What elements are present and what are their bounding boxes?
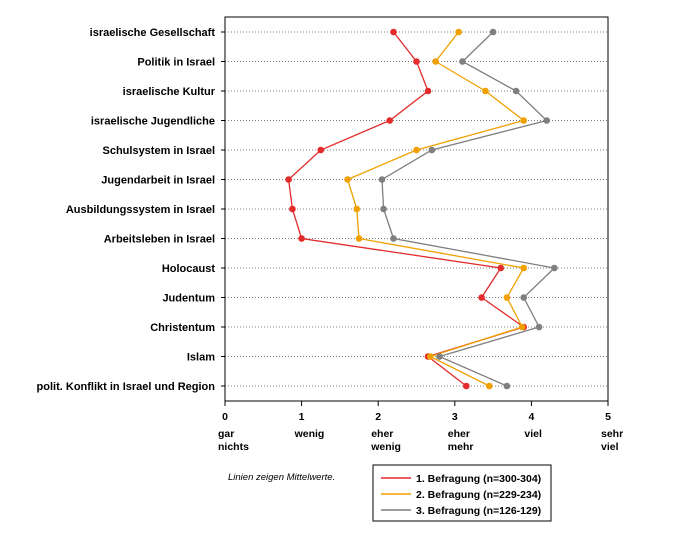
category-label: Islam — [187, 352, 215, 364]
data-point — [543, 117, 551, 124]
x-qualitative-label: gar — [218, 428, 234, 440]
data-point — [355, 235, 363, 242]
data-point — [285, 176, 292, 183]
data-point — [390, 235, 397, 242]
x-tick-label: 2 — [375, 411, 381, 423]
x-tick-label: 5 — [605, 411, 611, 423]
category-label: Jugendarbeit in Israel — [101, 175, 215, 187]
data-point — [520, 117, 528, 124]
legend-label: 3. Befragung (n=126-129) — [416, 505, 541, 517]
gridlines — [221, 31, 608, 387]
data-point — [413, 146, 420, 154]
x-qualitative-label: viel — [601, 441, 619, 453]
data-point — [535, 323, 543, 331]
series-layer — [285, 28, 558, 390]
data-point — [424, 87, 432, 95]
x-qualitative-label: wenig — [370, 441, 401, 453]
legend-item: 1. Befragung (n=300-304) — [381, 473, 541, 485]
data-point — [489, 28, 497, 36]
x-qualitative-label: eher — [448, 428, 470, 440]
data-point — [520, 294, 528, 301]
legend: 1. Befragung (n=300-304) 2. Befragung (n=… — [372, 464, 552, 522]
x-tick-label: 0 — [222, 411, 228, 423]
category-label: Arbeitsleben in Israel — [104, 234, 215, 246]
data-point — [378, 176, 386, 183]
category-label: polit. Konflikt in Israel und Region — [37, 381, 216, 393]
data-point — [436, 353, 443, 360]
data-point — [413, 58, 420, 65]
legend-item: 2. Befragung (n=229-234) — [381, 489, 541, 501]
x-qualitative-label: nichts — [218, 441, 249, 453]
series-line — [287, 31, 526, 387]
category-label: Politik in Israel — [137, 57, 215, 69]
data-point — [317, 146, 325, 154]
category-label: israelische Kultur — [123, 86, 216, 98]
x-tick-label: 4 — [528, 411, 534, 423]
data-point — [428, 146, 436, 154]
data-point — [503, 294, 511, 301]
category-label: Christentum — [150, 322, 215, 334]
data-point — [344, 176, 351, 183]
data-point — [298, 235, 305, 242]
legend-label: 1. Befragung (n=300-304) — [416, 473, 541, 485]
data-point — [426, 353, 434, 360]
x-qualitative-label: viel — [524, 428, 542, 440]
data-point — [432, 58, 439, 65]
legend-item: 3. Befragung (n=126-129) — [381, 505, 541, 517]
data-point — [512, 87, 520, 95]
data-point — [353, 205, 361, 213]
x-qualitative-label: wenig — [294, 428, 325, 440]
x-qualitative-label: sehr — [601, 428, 623, 440]
series-3 — [378, 28, 558, 390]
category-label: israelische Gesellschaft — [90, 27, 216, 39]
x-qualitative-label: mehr — [448, 441, 474, 453]
data-point — [478, 294, 485, 301]
data-point — [390, 28, 397, 36]
data-point — [386, 117, 393, 124]
data-point — [289, 205, 296, 213]
data-point — [551, 264, 558, 272]
data-point — [459, 58, 466, 65]
data-point — [497, 264, 505, 272]
x-tick-label: 3 — [452, 411, 458, 423]
data-point — [482, 87, 489, 95]
category-label: israelische Jugendliche — [91, 116, 215, 128]
category-label: Judentum — [162, 293, 215, 305]
category-label: Holocaust — [162, 263, 216, 275]
data-point — [518, 323, 526, 331]
data-point — [380, 205, 387, 213]
series-2 — [344, 28, 528, 390]
data-point — [462, 382, 470, 390]
data-point — [520, 264, 528, 272]
legend-box — [372, 464, 552, 522]
x-tick-label: 1 — [299, 411, 305, 423]
legend-label: 2. Befragung (n=229-234) — [416, 489, 541, 501]
data-point — [455, 28, 462, 36]
chart-note: Linien zeigen Mittelwerte. — [228, 472, 335, 483]
x-qualitative-label: eher — [371, 428, 393, 440]
data-point — [485, 382, 493, 390]
category-label: Schulsystem in Israel — [103, 145, 216, 157]
category-label: Ausbildungssystem in Israel — [66, 204, 215, 216]
category-labels: israelische Gesellschaft Politik in Israe… — [37, 27, 216, 393]
data-point — [503, 382, 511, 390]
